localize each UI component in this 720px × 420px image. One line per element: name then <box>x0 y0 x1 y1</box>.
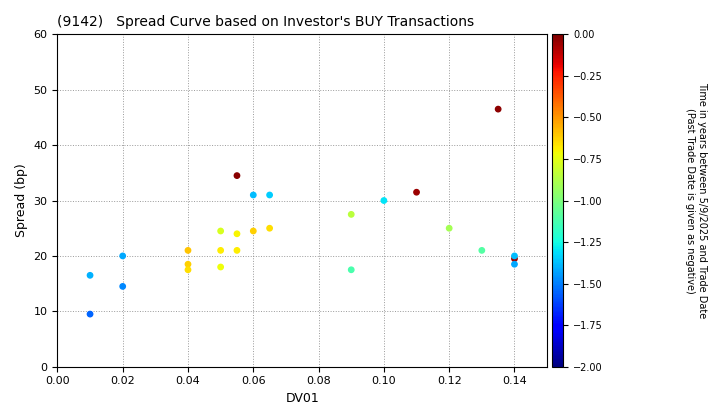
Point <box>215 228 226 234</box>
Point <box>264 192 275 198</box>
Point <box>492 106 504 113</box>
Point <box>264 225 275 231</box>
Y-axis label: Time in years between 5/9/2025 and Trade Date
(Past Trade Date is given as negat: Time in years between 5/9/2025 and Trade… <box>685 82 707 319</box>
Point <box>182 247 194 254</box>
Point <box>117 252 128 259</box>
Point <box>84 272 96 279</box>
Text: (9142)   Spread Curve based on Investor's BUY Transactions: (9142) Spread Curve based on Investor's … <box>58 15 474 29</box>
Y-axis label: Spread (bp): Spread (bp) <box>15 164 28 237</box>
Point <box>444 225 455 231</box>
Point <box>215 247 226 254</box>
Point <box>346 211 357 218</box>
Point <box>84 311 96 318</box>
Point <box>411 189 423 196</box>
Point <box>231 247 243 254</box>
Point <box>248 228 259 234</box>
Point <box>509 261 521 268</box>
X-axis label: DV01: DV01 <box>285 392 319 405</box>
Point <box>248 192 259 198</box>
Point <box>231 231 243 237</box>
Point <box>182 261 194 268</box>
Point <box>182 266 194 273</box>
Point <box>509 252 521 259</box>
Point <box>215 264 226 270</box>
Point <box>346 266 357 273</box>
Point <box>378 197 390 204</box>
Point <box>476 247 487 254</box>
Point <box>509 255 521 262</box>
Point <box>231 172 243 179</box>
Point <box>117 283 128 290</box>
